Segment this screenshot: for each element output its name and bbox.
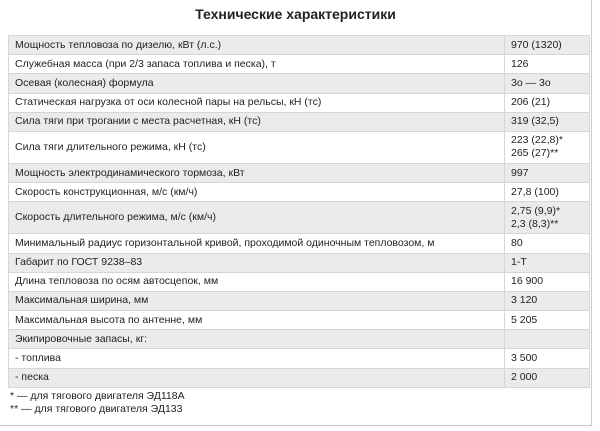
table-row: Сила тяги при трогании с места расчетная… — [8, 111, 590, 132]
row-value: 319 (32,5) — [504, 111, 590, 132]
row-value: 3о — 3о — [504, 73, 590, 94]
table-row: Максимальная ширина, мм 3 120 — [8, 290, 590, 312]
table-row: Мощность электродинамического тормоза, к… — [8, 162, 590, 184]
row-value: 27,8 (100) — [504, 182, 590, 203]
title: Технические характеристики — [195, 6, 396, 22]
row-value: 126 — [504, 54, 590, 75]
row-value — [504, 329, 590, 350]
row-label: Максимальная ширина, мм — [8, 290, 505, 312]
row-label: Сила тяги длительного режима, кН (тс) — [8, 130, 505, 164]
row-value: 3 500 — [504, 348, 590, 369]
footnotes: * — для тягового двигателя ЭД118А ** — д… — [10, 390, 185, 416]
row-value: 970 (1320) — [504, 34, 590, 56]
row-label: Скорость конструкционная, м/с (км/ч) — [8, 182, 505, 203]
table-row: Скорость длительного режима, м/с (км/ч) 2… — [8, 201, 590, 235]
table-row: Длина тепловоза по осям автосцепок, мм 16… — [8, 271, 590, 292]
row-value: 2,75 (9,9)* 2,3 (8,3)** — [504, 201, 590, 235]
value-line: 2,3 (8,3)** — [511, 217, 559, 230]
row-label: Минимальный радиус горизонтальной кривой… — [8, 233, 505, 254]
value-line: 2,75 (9,9)* — [511, 204, 561, 217]
table-row: Осевая (колесная) формула 3о — 3о — [8, 73, 590, 94]
row-value: 2 000 — [504, 367, 590, 388]
row-label: Служебная масса (при 2/3 запаса топлива … — [8, 54, 505, 75]
row-label: Статическая нагрузка от оси колесной пар… — [8, 92, 505, 113]
row-value: 223 (22,8)* 265 (27)** — [504, 130, 590, 164]
row-label: Габарит по ГОСТ 9238–83 — [8, 252, 505, 273]
row-label: Мощность тепловоза по дизелю, кВт (л.с.) — [8, 34, 505, 56]
row-value: 80 — [504, 233, 590, 254]
spec-table: Мощность тепловоза по дизелю, кВт (л.с.)… — [8, 34, 590, 388]
table-row: - песка 2 000 — [8, 367, 590, 388]
value-line: 223 (22,8)* — [511, 134, 563, 147]
row-value: 3 120 — [504, 290, 590, 312]
table-row: Сила тяги длительного режима, кН (тс) 223… — [8, 130, 590, 164]
table-row: - топлива 3 500 — [8, 348, 590, 369]
row-value: 5 205 — [504, 310, 590, 331]
row-label: - песка — [8, 367, 505, 388]
table-row: Мощность тепловоза по дизелю, кВт (л.с.)… — [8, 34, 590, 56]
table-row: Максимальная высота по антенне, мм 5 205 — [8, 310, 590, 331]
row-label: Экипировочные запасы, кг: — [8, 329, 505, 350]
table-row: Скорость конструкционная, м/с (км/ч) 27,8… — [8, 182, 590, 203]
row-label: Максимальная высота по антенне, мм — [8, 310, 505, 331]
footnote: ** — для тягового двигателя ЭД133 — [10, 403, 183, 415]
row-value: 997 — [504, 162, 590, 184]
table-row: Служебная масса (при 2/3 запаса топлива … — [8, 54, 590, 75]
row-value: 206 (21) — [504, 92, 590, 113]
row-value: 1-Т — [504, 252, 590, 273]
table-row: Габарит по ГОСТ 9238–83 1-Т — [8, 252, 590, 273]
row-label: Скорость длительного режима, м/с (км/ч) — [8, 201, 505, 235]
row-label: Длина тепловоза по осям автосцепок, мм — [8, 271, 505, 292]
row-value: 16 900 — [504, 271, 590, 292]
value-line: 265 (27)** — [511, 147, 559, 160]
row-label: Осевая (колесная) формула — [8, 73, 505, 94]
table-row: Статическая нагрузка от оси колесной пар… — [8, 92, 590, 113]
footnote: * — для тягового двигателя ЭД118А — [10, 390, 185, 402]
table-row: Минимальный радиус горизонтальной кривой… — [8, 233, 590, 254]
row-label: - топлива — [8, 348, 505, 369]
table-row: Экипировочные запасы, кг: — [8, 329, 590, 350]
row-label: Сила тяги при трогании с места расчетная… — [8, 111, 505, 132]
row-label: Мощность электродинамического тормоза, к… — [8, 162, 505, 184]
frame — [0, 0, 592, 426]
